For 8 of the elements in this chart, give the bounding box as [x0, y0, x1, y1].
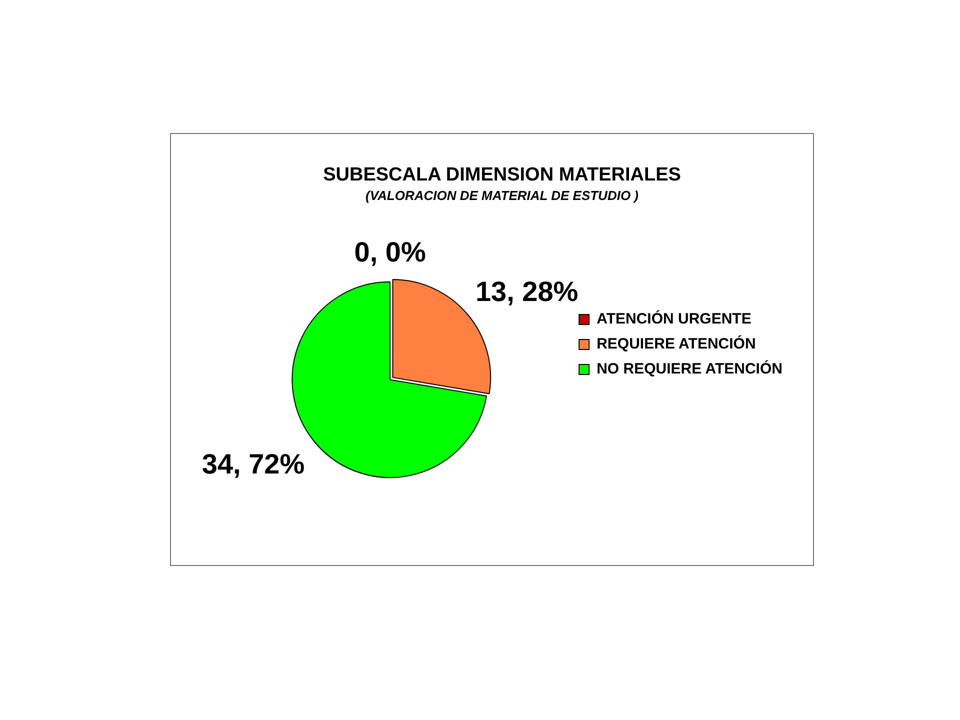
data-label: 34, 72% [202, 448, 305, 480]
chart-subtitle: (VALORACION DE MATERIAL DE ESTUDIO ) [366, 188, 638, 204]
legend-label: NO REQUIERE ATENCIÓN [596, 360, 782, 378]
text: 0, 0% [354, 236, 426, 268]
chart-title: SUBESCALA DIMENSION MATERIALES [323, 164, 681, 186]
legend-label: ATENCIÓN URGENTE [596, 310, 752, 328]
data-label: 13, 28% [475, 276, 578, 308]
legend-label: REQUIERE ATENCIÓN [596, 334, 756, 353]
